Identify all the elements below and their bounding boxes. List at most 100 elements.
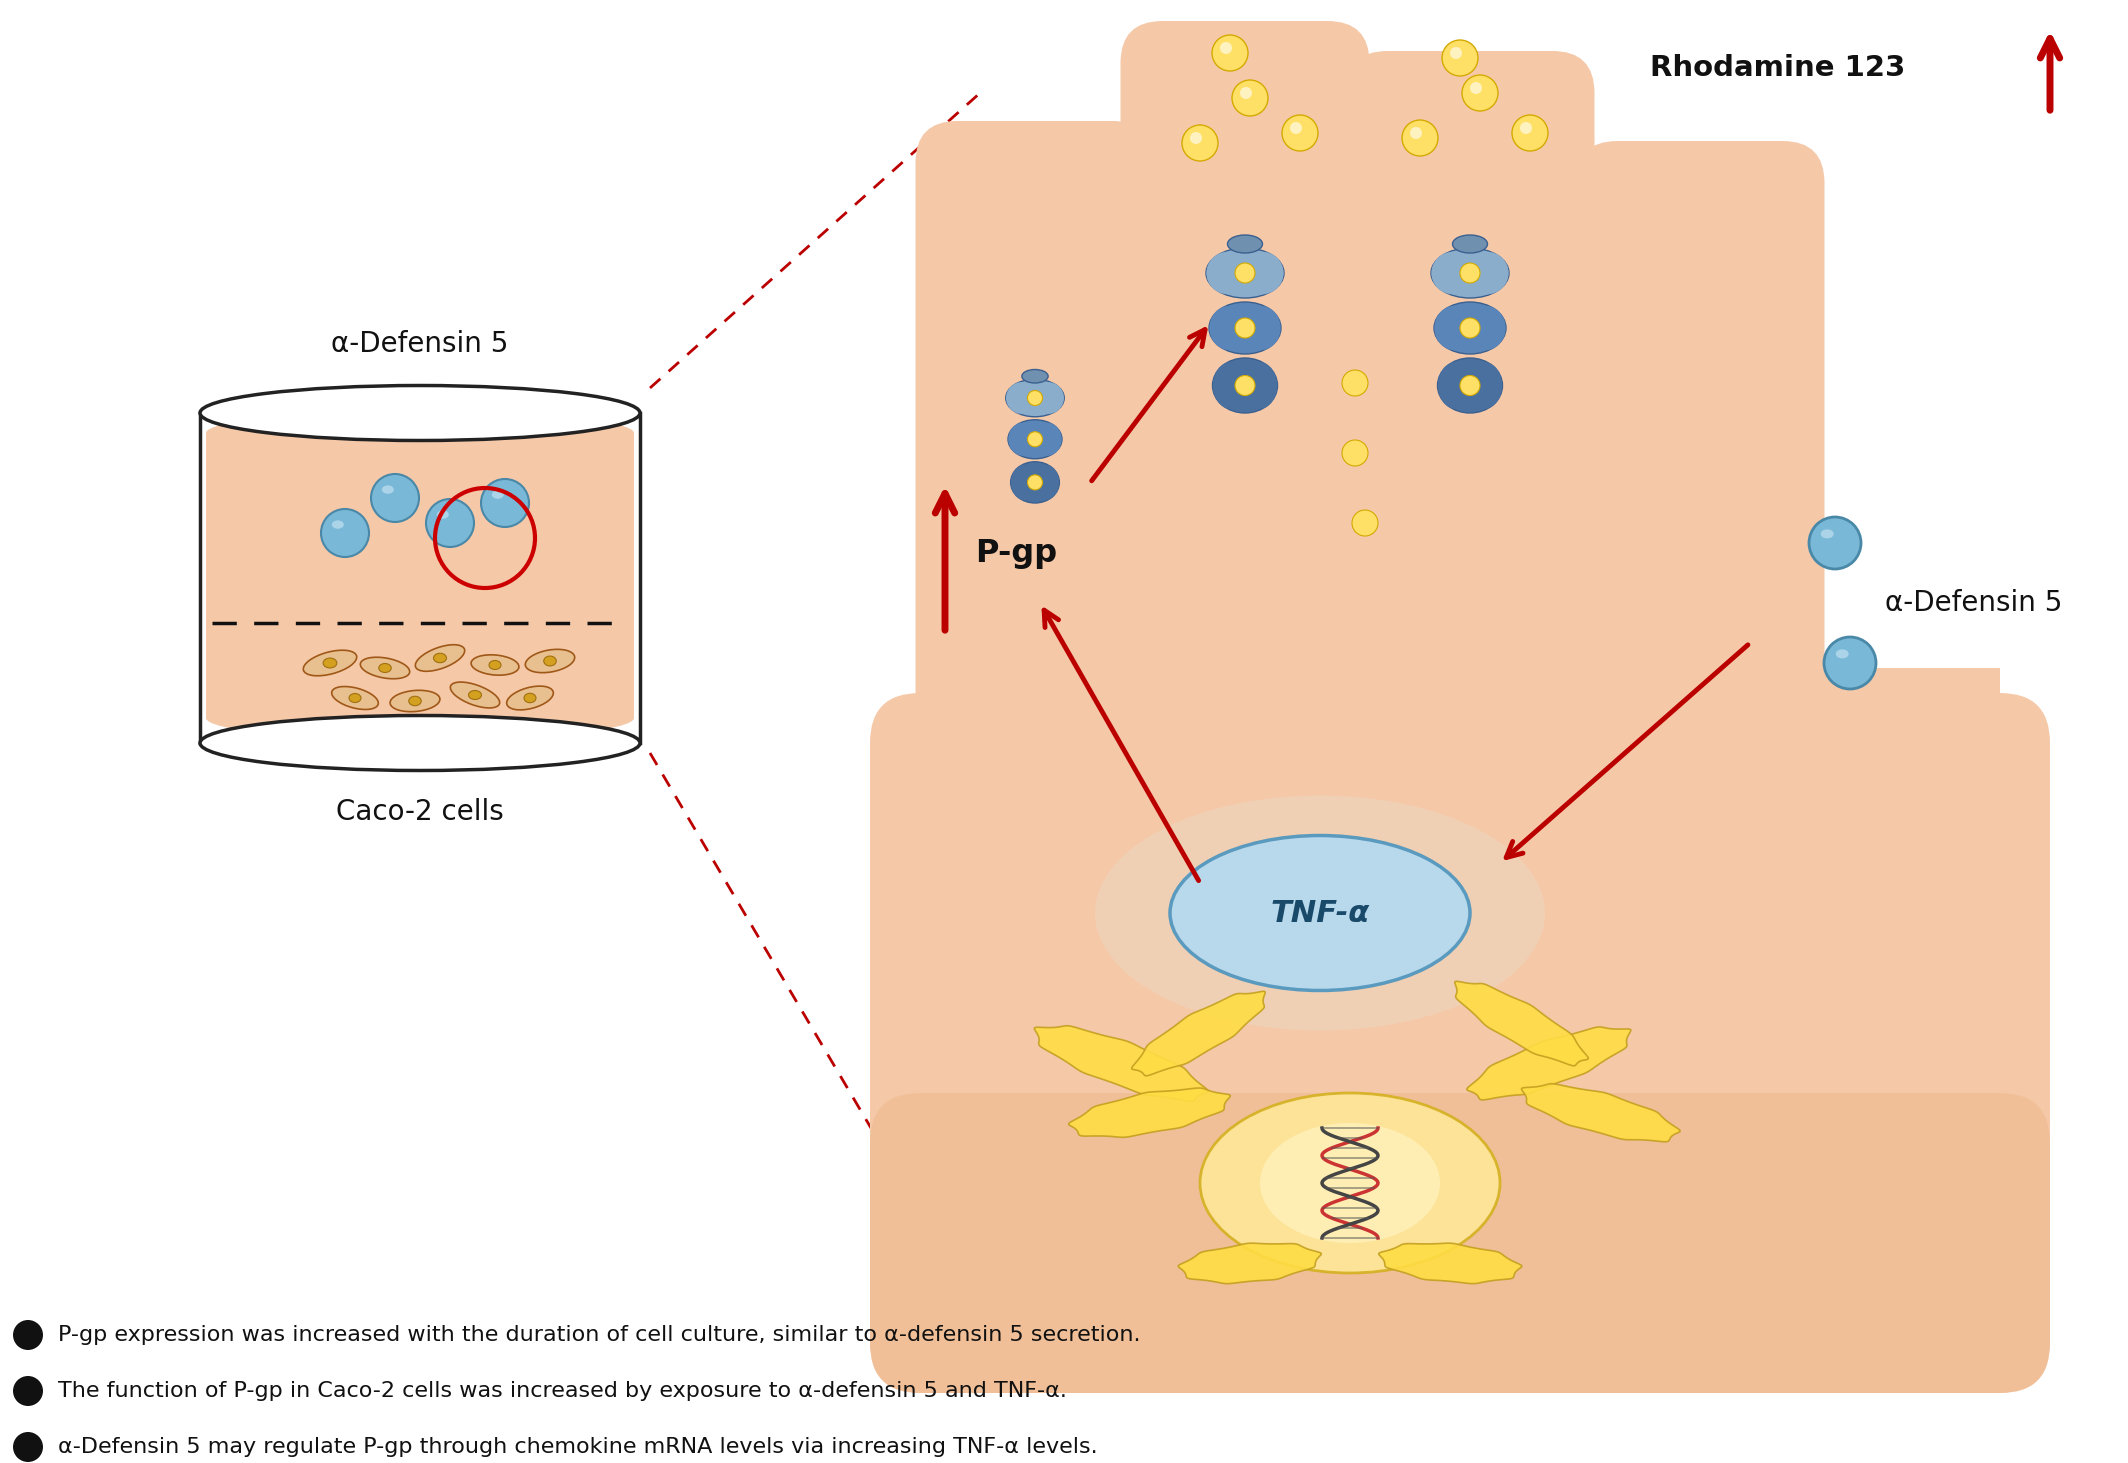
Ellipse shape [506, 686, 553, 710]
Ellipse shape [1241, 363, 1277, 408]
Ellipse shape [436, 511, 449, 519]
Text: α-Defensin 5: α-Defensin 5 [332, 331, 509, 358]
Circle shape [1462, 75, 1498, 111]
Polygon shape [1522, 1084, 1681, 1141]
Circle shape [1028, 391, 1043, 405]
Ellipse shape [415, 645, 464, 672]
Polygon shape [919, 1182, 2000, 1257]
Ellipse shape [1011, 462, 1060, 503]
Ellipse shape [200, 715, 641, 771]
Circle shape [321, 509, 368, 557]
Ellipse shape [1432, 252, 1475, 294]
Circle shape [1028, 432, 1043, 446]
Circle shape [1443, 40, 1479, 76]
Ellipse shape [1260, 1124, 1441, 1244]
Ellipse shape [1836, 650, 1849, 658]
Ellipse shape [1241, 252, 1283, 294]
Polygon shape [919, 1268, 2000, 1343]
Ellipse shape [1032, 423, 1062, 456]
FancyBboxPatch shape [1575, 140, 1824, 815]
Polygon shape [1379, 1244, 1522, 1283]
Circle shape [1809, 516, 1862, 569]
Ellipse shape [434, 654, 447, 663]
Ellipse shape [1032, 382, 1064, 414]
Text: The function of P-gp in Caco-2 cells was increased by exposure to α-defensin 5 a: The function of P-gp in Caco-2 cells was… [57, 1381, 1066, 1402]
Circle shape [1290, 121, 1302, 135]
Ellipse shape [1200, 1093, 1500, 1273]
Ellipse shape [1021, 370, 1049, 383]
Circle shape [1411, 127, 1422, 139]
Ellipse shape [1430, 249, 1509, 298]
Ellipse shape [1209, 306, 1249, 350]
Ellipse shape [1466, 306, 1507, 350]
Ellipse shape [1213, 358, 1277, 413]
Circle shape [13, 1377, 43, 1406]
Text: Rhodamine 123: Rhodamine 123 [1649, 54, 1905, 82]
Circle shape [1234, 317, 1256, 338]
Circle shape [1460, 376, 1479, 395]
Ellipse shape [1009, 423, 1038, 456]
Polygon shape [1068, 1088, 1230, 1137]
Circle shape [13, 1320, 43, 1350]
Polygon shape [919, 753, 2000, 828]
Text: Caco-2 cells: Caco-2 cells [336, 797, 504, 827]
Polygon shape [1179, 1244, 1321, 1283]
Polygon shape [919, 925, 2000, 1001]
Ellipse shape [1241, 306, 1281, 350]
Circle shape [1181, 124, 1217, 161]
Circle shape [1470, 82, 1481, 94]
Polygon shape [200, 413, 641, 743]
Polygon shape [919, 1011, 2000, 1086]
FancyBboxPatch shape [870, 1093, 2049, 1393]
Ellipse shape [349, 693, 362, 702]
Ellipse shape [451, 682, 500, 708]
Text: α-Defensin 5 may regulate P-gp through chemokine mRNA levels via increasing TNF-: α-Defensin 5 may regulate P-gp through c… [57, 1437, 1098, 1457]
Ellipse shape [323, 658, 336, 669]
Polygon shape [1456, 982, 1587, 1065]
Ellipse shape [206, 696, 634, 740]
Ellipse shape [381, 486, 394, 494]
Ellipse shape [1466, 363, 1502, 408]
Ellipse shape [1213, 363, 1249, 408]
Polygon shape [1132, 992, 1266, 1075]
Circle shape [1449, 47, 1462, 59]
Circle shape [1460, 263, 1479, 282]
Circle shape [13, 1432, 43, 1462]
Ellipse shape [1096, 796, 1545, 1030]
Circle shape [1234, 376, 1256, 395]
FancyBboxPatch shape [1121, 20, 1370, 815]
Text: P-gp expression was increased with the duration of cell culture, similar to α-de: P-gp expression was increased with the d… [57, 1325, 1141, 1344]
Ellipse shape [468, 691, 481, 699]
Circle shape [1343, 440, 1368, 467]
Ellipse shape [492, 490, 504, 499]
Ellipse shape [1207, 252, 1249, 294]
Ellipse shape [470, 655, 519, 676]
Circle shape [1219, 42, 1232, 54]
FancyBboxPatch shape [1345, 51, 1594, 815]
Circle shape [426, 499, 475, 547]
Circle shape [1343, 370, 1368, 396]
Ellipse shape [1032, 465, 1060, 500]
Ellipse shape [1207, 249, 1283, 298]
Polygon shape [919, 669, 2000, 743]
Polygon shape [1466, 1027, 1630, 1100]
Circle shape [1028, 475, 1043, 490]
Ellipse shape [1009, 420, 1062, 459]
Ellipse shape [1007, 382, 1038, 414]
Circle shape [481, 478, 530, 527]
Text: TNF-α: TNF-α [1270, 898, 1370, 928]
Ellipse shape [1228, 236, 1262, 253]
Polygon shape [919, 840, 2000, 914]
Ellipse shape [523, 693, 536, 702]
Ellipse shape [1439, 358, 1502, 413]
Polygon shape [919, 1097, 2000, 1172]
Circle shape [1824, 636, 1877, 689]
Text: α-Defensin 5: α-Defensin 5 [1885, 590, 2062, 617]
Circle shape [1513, 116, 1547, 151]
Ellipse shape [1434, 306, 1475, 350]
Ellipse shape [304, 650, 358, 676]
Ellipse shape [545, 655, 555, 666]
Ellipse shape [1011, 465, 1038, 500]
Text: P-gp: P-gp [975, 537, 1058, 569]
Ellipse shape [1822, 530, 1834, 538]
